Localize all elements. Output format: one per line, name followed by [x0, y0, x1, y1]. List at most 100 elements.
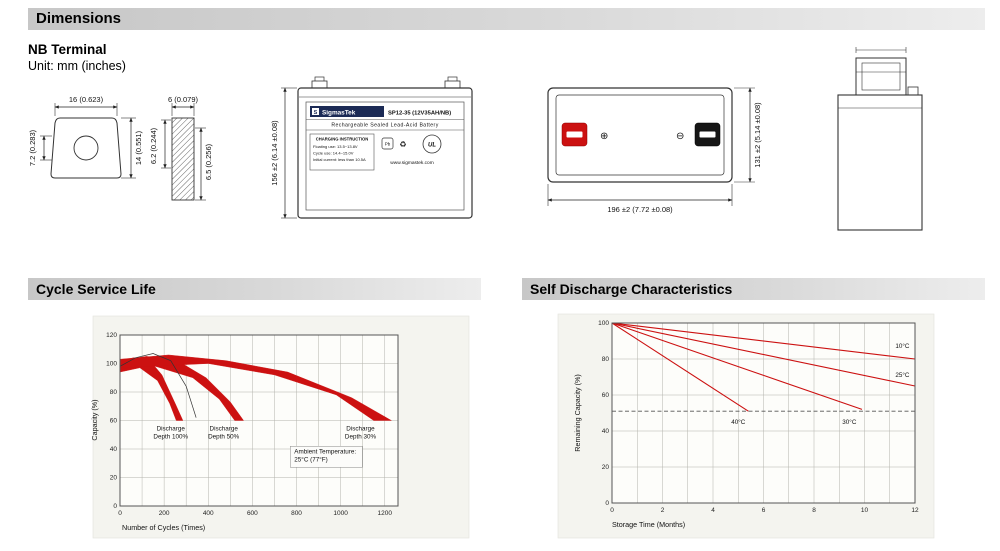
charging-line-2: Cycle use: 14.4~15.0V [313, 151, 354, 156]
x-tick-label: 0 [118, 510, 122, 517]
annotation-text: Depth 30% [345, 433, 377, 440]
series-line [611, 322, 749, 412]
model-number: SP12-35 (12V35AH/NB) [388, 111, 451, 117]
unit-label: Unit: mm (inches) [28, 59, 126, 73]
terminal-section [171, 117, 195, 201]
y-axis-label: Capacity (%) [90, 399, 99, 440]
top-view-inner [555, 94, 725, 176]
website-text: www.sigmastek.com [390, 160, 433, 166]
y-tick-label: 80 [110, 389, 118, 396]
pb-icon [381, 137, 394, 150]
x-tick-label: 12 [911, 507, 919, 514]
terminal-front-view: 16 (0.623) 7.2 (0.283) 14 (0.551) [28, 95, 143, 179]
top-width-dim-label: 196 ±2 (7.72 ±0.08) [607, 205, 673, 214]
annotation-text: Discharge [346, 425, 375, 432]
x-tick-label: 0 [610, 507, 614, 514]
terminal-front-width-label: 16 (0.623) [69, 95, 104, 104]
dimensions-title: Dimensions [36, 10, 122, 27]
recycle-icon: ♻ [399, 140, 406, 149]
self-discharge-chart-title: Self Discharge Characteristics [530, 281, 733, 297]
cycle-chart-title: Cycle Service Life [36, 281, 156, 297]
x-axis-label: Storage Time (Months) [612, 520, 685, 529]
plot-border [119, 334, 399, 507]
terminal-front-left-label: 7.2 (0.283) [28, 129, 37, 166]
y-tick-label: 60 [110, 418, 118, 425]
x-tick-label: 200 [159, 510, 170, 517]
y-tick-label: 120 [106, 332, 117, 339]
charging-instruction-box [309, 133, 375, 171]
side-body [837, 94, 923, 231]
brand-logo-glyph: S [314, 110, 318, 116]
x-tick-label: 1200 [378, 510, 393, 517]
x-tick-label: 8 [812, 507, 816, 514]
plot-border [611, 322, 916, 504]
brand-logo-bar [310, 106, 384, 117]
annotation-text: Discharge [157, 425, 186, 432]
side-handle-outer [855, 57, 907, 96]
x-tick-label: 4 [711, 507, 715, 514]
y-tick-label: 0 [605, 500, 609, 507]
charging-title: CHARGING INSTRUCTION [316, 137, 369, 142]
positive-symbol: ⊕ [600, 131, 608, 142]
y-tick-label: 100 [106, 361, 117, 368]
envelope-curve [119, 353, 197, 418]
self-discharge-header: Self Discharge Characteristics [522, 278, 985, 300]
dimensions-section-header: Dimensions [28, 8, 985, 30]
annotation-text: Depth 100% [153, 433, 188, 440]
ul-mark-icon [422, 134, 442, 154]
negative-symbol: ⊖ [676, 131, 684, 142]
x-tick-label: 400 [203, 510, 214, 517]
terminal-front-right-label: 14 (0.551) [134, 130, 143, 165]
y-tick-label: 40 [602, 428, 610, 435]
y-axis-label: Remaining Capacity (%) [573, 374, 582, 452]
x-tick-label: 10 [861, 507, 869, 514]
y-tick-label: 40 [110, 446, 118, 453]
top-view-outer [547, 87, 733, 183]
cycle-service-life-chart: 0 200 400 600 800 1000 1200 0 20 40 60 80 100 120 Disc… [90, 315, 470, 539]
annotation-text: 25°C (77°F) [294, 455, 327, 463]
brand-logo-icon [312, 108, 319, 115]
top-depth-dim-label: 131 ±2 (5.14 ±0.08) [753, 102, 762, 168]
annotation-text: 25°C [895, 371, 910, 379]
annotation-text: 10°C [895, 342, 910, 350]
series-line [611, 322, 863, 410]
x-tick-label: 800 [291, 510, 302, 517]
battery-label-sticker [305, 101, 465, 211]
annotation-text: Ambient Temperature: [294, 448, 356, 455]
charging-line-1: Floating use: 13.5~13.8V [313, 144, 358, 149]
y-tick-label: 80 [602, 356, 610, 363]
series-line [611, 322, 916, 360]
annotation-text: 30°C [842, 418, 857, 426]
y-tick-label: 60 [602, 392, 610, 399]
y-tick-label: 0 [113, 503, 117, 510]
annotation-text: Discharge [210, 425, 239, 432]
x-tick-label: 6 [762, 507, 766, 514]
annotation-text: 40°C [731, 418, 746, 426]
battery-type-line: Rechargeable Sealed Lead-Acid Battery [331, 123, 438, 129]
y-tick-label: 20 [602, 464, 610, 471]
terminal-hole [73, 135, 99, 161]
y-tick-label: 100 [598, 320, 609, 327]
x-tick-label: 1000 [333, 510, 348, 517]
nb-terminal-label: NB Terminal [28, 42, 107, 57]
cycle-service-life-header: Cycle Service Life [28, 278, 481, 300]
x-tick-label: 600 [247, 510, 258, 517]
dimension-drawings: 16 (0.623) 7.2 (0.283) 14 (0.551) 6 (0.0… [28, 47, 923, 231]
terminal-side-right-label: 6.5 (0.256) [204, 143, 213, 180]
terminal-front-outline [50, 117, 122, 179]
self-discharge-chart: 0 2 4 6 8 10 12 0 20 40 60 80 100 10°C 25°C 40°C 30°C Sto… [557, 313, 935, 539]
terminal-side-left-label: 6.2 (0.244) [149, 127, 158, 164]
terminal-side-view: 6 (0.079) 6.2 (0.244) 6.5 (0.256) [149, 95, 213, 201]
series-line [611, 322, 916, 387]
annotation-box [290, 446, 363, 468]
battery-top-view: ⊕ ⊖ 196 ±2 (7.72 ±0.08) 131 ±2 (5.14 ±0.… [547, 87, 762, 214]
brand-name: SigmasTek [322, 110, 356, 117]
battery-side-view [837, 47, 923, 231]
y-tick-label: 20 [110, 475, 118, 482]
battery-front-view: S SigmasTek SP12-35 (12V35AH/NB) Recharg… [270, 76, 473, 219]
pb-icon-label: Pb [385, 142, 391, 147]
ul-mark-label: UL [428, 143, 436, 149]
side-terminal-nub [907, 86, 919, 96]
series-band [119, 354, 393, 421]
front-height-dim-label: 156 ±2 (6.14 ±0.08) [270, 120, 279, 186]
